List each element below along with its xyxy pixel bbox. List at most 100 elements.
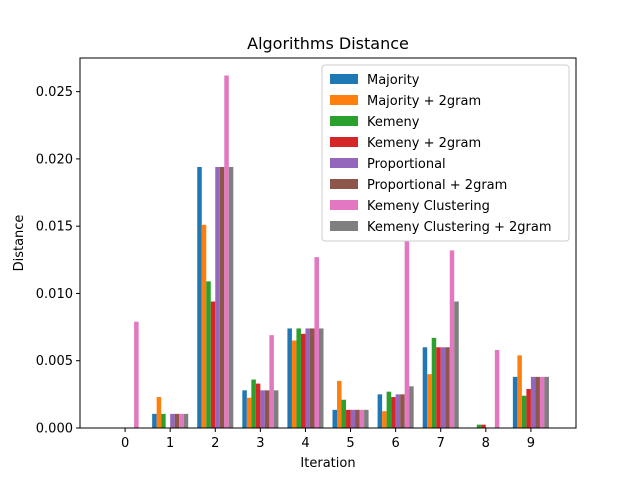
chart-title: Algorithms Distance: [247, 34, 409, 53]
bar-proportional-2gram-iter-5: [355, 409, 360, 428]
bar-proportional-iter-3: [260, 390, 265, 428]
bar-kemeny-clustering-2gram-iter-5: [364, 409, 369, 428]
legend-label: Kemeny Clustering + 2gram: [367, 220, 552, 235]
bar-kemeny-clustering-iter-0: [134, 321, 139, 428]
bar-proportional-iter-6: [395, 394, 401, 428]
bars-group: [134, 75, 549, 429]
bar-majority-2gram-iter-6: [382, 411, 387, 428]
y-tick-label: 0.000: [36, 422, 73, 437]
bar-kemeny-iter-5: [341, 399, 347, 428]
bar-majority-2gram-iter-7: [427, 374, 432, 428]
bar-kemeny-clustering-2gram-iter-1: [183, 413, 189, 428]
legend-label: Majority: [367, 73, 420, 88]
bar-kemeny-clustering-iter-4: [314, 257, 319, 428]
bar-proportional-iter-9: [530, 376, 536, 428]
bar-majority-iter-3: [242, 390, 247, 428]
y-tick-label: 0.025: [36, 85, 73, 100]
bar-kemeny-clustering-iter-3: [269, 335, 274, 428]
bar-kemeny-clustering-iter-7: [449, 250, 455, 428]
x-tick-label: 8: [482, 436, 490, 451]
bar-majority-2gram-iter-2: [201, 224, 207, 428]
bar-kemeny-2gram-iter-6: [391, 397, 396, 428]
legend-label: Proportional: [367, 157, 446, 172]
bar-proportional-iter-5: [350, 409, 356, 428]
x-tick-label: 0: [121, 436, 129, 451]
bar-kemeny-clustering-iter-1: [179, 413, 184, 428]
bar-kemeny-clustering-iter-9: [539, 376, 545, 428]
bar-kemeny-clustering-2gram-iter-9: [544, 376, 549, 428]
bar-proportional-2gram-iter-6: [400, 394, 405, 428]
legend: Majority Majority + 2gram Kemeny Kemeny + 2…: [321, 64, 570, 242]
x-axis-ticks: 0 1 2 3 4 5 6 7 8 9: [121, 428, 535, 451]
bar-proportional-2gram-iter-2: [219, 166, 225, 429]
x-tick-label: 5: [346, 436, 354, 451]
bar-majority-2gram-iter-5: [337, 380, 342, 428]
legend-label: Kemeny: [367, 115, 420, 130]
bar-kemeny-iter-3: [251, 379, 256, 428]
y-tick-label: 0.010: [36, 287, 73, 302]
bar-kemeny-iter-4: [296, 328, 301, 428]
x-tick-label: 2: [211, 436, 219, 451]
legend-label: Proportional + 2gram: [367, 178, 507, 193]
legend-swatch: [330, 74, 358, 84]
bar-proportional-2gram-iter-7: [445, 347, 450, 428]
bar-kemeny-iter-7: [431, 337, 437, 428]
x-tick-label: 7: [437, 436, 445, 451]
legend-swatch: [330, 158, 358, 168]
bar-kemeny-clustering-iter-2: [224, 75, 229, 429]
legend-box: [321, 64, 570, 242]
bar-proportional-iter-2: [215, 166, 220, 429]
x-tick-label: 3: [256, 436, 264, 451]
x-tick-label: 1: [166, 436, 174, 451]
bar-majority-iter-7: [422, 347, 428, 428]
bar-proportional-2gram-iter-1: [174, 413, 180, 428]
x-axis-label: Iteration: [300, 456, 355, 471]
bar-kemeny-clustering-iter-5: [359, 409, 365, 428]
y-tick-label: 0.005: [36, 354, 73, 369]
bar-kemeny-clustering-2gram-iter-2: [228, 166, 234, 429]
bar-kemeny-iter-1: [161, 413, 166, 428]
bar-kemeny-2gram-iter-5: [346, 409, 351, 428]
legend-swatch: [330, 179, 358, 189]
bar-kemeny-clustering-2gram-iter-7: [454, 301, 459, 428]
bar-majority-iter-6: [377, 394, 383, 428]
bar-majority-iter-4: [287, 328, 292, 428]
legend-swatch: [330, 137, 358, 147]
bar-kemeny-2gram-iter-4: [300, 333, 306, 428]
x-tick-label: 9: [527, 436, 535, 451]
bar-kemeny-iter-2: [206, 281, 211, 428]
bar-proportional-2gram-iter-3: [264, 390, 270, 428]
plot-frame: [79, 57, 577, 429]
y-tick-label: 0.020: [36, 152, 73, 167]
bar-kemeny-clustering-2gram-iter-3: [273, 390, 279, 428]
bar-proportional-iter-4: [305, 328, 310, 428]
bar-majority-2gram-iter-4: [291, 340, 297, 428]
bar-kemeny-iter-8: [476, 424, 482, 428]
bar-majority-iter-5: [332, 409, 338, 428]
bar-proportional-iter-1: [170, 413, 175, 428]
bar-kemeny-clustering-2gram-iter-6: [409, 386, 414, 428]
bar-majority-iter-2: [197, 166, 202, 429]
legend-swatch: [330, 200, 358, 210]
bar-proportional-2gram-iter-4: [309, 328, 315, 428]
x-tick-label: 6: [391, 436, 399, 451]
bar-majority-2gram-iter-9: [517, 355, 522, 428]
bar-majority-2gram-iter-3: [246, 397, 252, 428]
legend-swatch: [330, 221, 358, 231]
bar-kemeny-clustering-iter-8: [494, 349, 500, 428]
bar-kemeny-clustering-2gram-iter-4: [318, 328, 324, 428]
legend-swatch: [330, 116, 358, 126]
bar-majority-iter-1: [152, 413, 157, 428]
bar-kemeny-iter-6: [386, 391, 392, 428]
legend-label: Majority + 2gram: [367, 94, 481, 109]
y-axis-ticks: 0.000 0.005 0.010 0.015 0.020 0.025: [36, 85, 80, 437]
legend-label: Kemeny + 2gram: [367, 136, 481, 151]
y-axis-label: Distance: [12, 215, 27, 272]
bar-kemeny-2gram-iter-8: [481, 424, 486, 428]
legend-swatch: [330, 95, 358, 105]
bar-kemeny-2gram-iter-2: [210, 301, 216, 428]
x-tick-label: 4: [301, 436, 309, 451]
bar-proportional-2gram-iter-9: [535, 376, 540, 428]
legend-label: Kemeny Clustering: [367, 199, 490, 214]
